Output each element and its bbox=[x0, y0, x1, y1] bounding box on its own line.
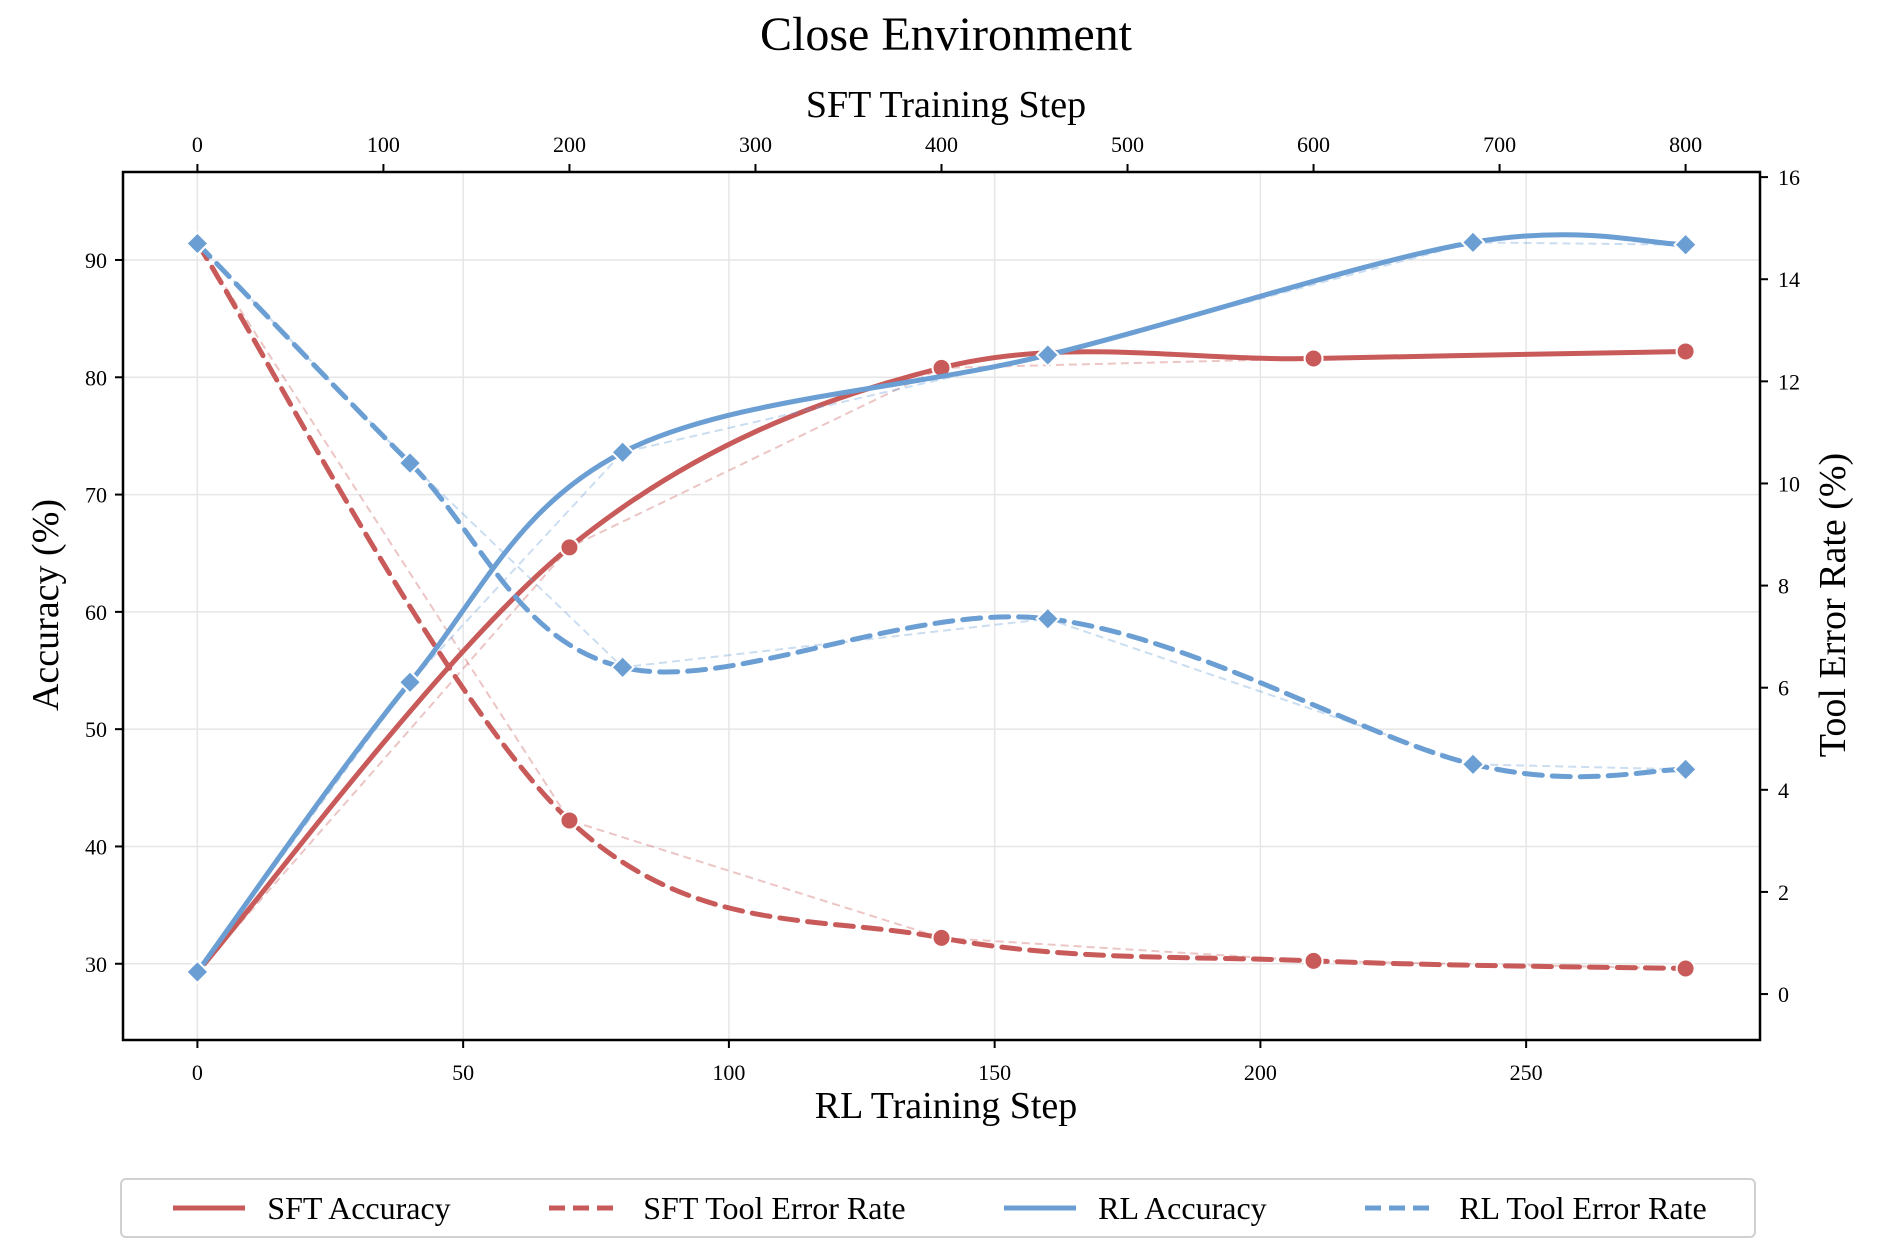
y-axis-right-label: Tool Error Rate (%) bbox=[1812, 453, 1854, 757]
point-rl-tool-error-rate bbox=[1460, 751, 1486, 777]
x-tick-label: 100 bbox=[712, 1060, 745, 1085]
chart-title: Close Environment bbox=[760, 8, 1133, 61]
top-x-tick-label: 300 bbox=[739, 132, 772, 157]
y-tick-label: 80 bbox=[85, 365, 107, 390]
x-tick-label: 0 bbox=[192, 1060, 203, 1085]
top-x-tick-label: 600 bbox=[1297, 132, 1330, 157]
point-sft-accuracy bbox=[1303, 348, 1324, 369]
legend-swatch-sft-accuracy bbox=[173, 1205, 246, 1211]
x-tick-label: 150 bbox=[978, 1060, 1011, 1085]
y-tick-label: 30 bbox=[85, 952, 107, 977]
series-line-sft-tool-error-rate bbox=[194, 240, 1689, 972]
point-sft-tool-error-rate bbox=[1303, 950, 1324, 971]
top-x-tick-label: 100 bbox=[367, 132, 400, 157]
legend-label: SFT Tool Error Rate bbox=[643, 1189, 906, 1226]
top-x-tick-label: 500 bbox=[1111, 132, 1144, 157]
point-sft-accuracy bbox=[1675, 341, 1696, 362]
y-right-tick-label: 10 bbox=[1778, 471, 1800, 496]
legend-item-rl-accuracy: RL Accuracy bbox=[1000, 1190, 1267, 1227]
x-tick-label: 200 bbox=[1244, 1060, 1277, 1085]
y-tick-label: 70 bbox=[85, 483, 107, 508]
top-x-tick-label: 800 bbox=[1669, 132, 1702, 157]
legend-swatch-rl-tool-error bbox=[1365, 1205, 1438, 1211]
y-axis-label: Accuracy (%) bbox=[25, 499, 67, 711]
series-line-rl-accuracy bbox=[194, 232, 1689, 975]
top-x-tick-label: 400 bbox=[925, 132, 958, 157]
point-rl-tool-error-rate bbox=[184, 231, 210, 256]
series-line-sft-accuracy bbox=[194, 348, 1689, 975]
plot-frame bbox=[121, 170, 1762, 1042]
y-right-tick-label: 8 bbox=[1778, 574, 1789, 599]
top-x-axis-label: SFT Training Step bbox=[806, 84, 1086, 126]
y-right-tick-label: 2 bbox=[1778, 880, 1789, 905]
point-rl-accuracy bbox=[184, 959, 210, 985]
y-tick-label: 90 bbox=[85, 248, 107, 273]
legend-swatch-rl-accuracy bbox=[1004, 1205, 1077, 1211]
series-connector-rl-accuracy bbox=[196, 241, 1686, 973]
legend-item-rl-tool-error-rate: RL Tool Error Rate bbox=[1361, 1189, 1707, 1227]
point-rl-tool-error-rate bbox=[1035, 606, 1061, 632]
point-rl-accuracy bbox=[1460, 229, 1486, 255]
point-rl-tool-error-rate bbox=[610, 654, 636, 680]
point-rl-tool-error-rate bbox=[397, 450, 423, 476]
y-right-tick-label: 0 bbox=[1778, 982, 1789, 1007]
y-tick-label: 50 bbox=[85, 717, 107, 742]
top-x-tick-label: 0 bbox=[192, 132, 203, 157]
series-connector-sft-tool-error-rate bbox=[196, 242, 1686, 970]
legend-item-sft-tool-error-rate: SFT Tool Error Rate bbox=[545, 1189, 906, 1227]
legend: SFT Accuracy SFT Tool Error Rate RL Accu… bbox=[120, 1178, 1756, 1238]
x-tick-label: 50 bbox=[452, 1060, 474, 1085]
x-tick-label: 250 bbox=[1510, 1060, 1543, 1085]
series-connector-sft-accuracy bbox=[196, 350, 1686, 973]
legend-swatch-sft-tool-error bbox=[549, 1205, 622, 1211]
point-rl-accuracy bbox=[610, 439, 636, 465]
point-sft-tool-error-rate bbox=[1675, 958, 1696, 979]
point-rl-tool-error-rate bbox=[1673, 756, 1699, 782]
x-axis-label: RL Training Step bbox=[815, 1085, 1078, 1127]
point-rl-accuracy bbox=[397, 669, 423, 695]
y-right-tick-label: 4 bbox=[1778, 778, 1789, 803]
series-connector-rl-tool-error-rate bbox=[196, 242, 1686, 771]
top-x-tick-label: 700 bbox=[1483, 132, 1516, 157]
legend-label: SFT Accuracy bbox=[267, 1189, 451, 1226]
legend-label: RL Accuracy bbox=[1098, 1189, 1267, 1226]
point-sft-accuracy bbox=[559, 537, 580, 558]
y-right-tick-label: 16 bbox=[1778, 165, 1800, 190]
y-tick-label: 60 bbox=[85, 600, 107, 625]
legend-label: RL Tool Error Rate bbox=[1459, 1189, 1707, 1226]
y-tick-label: 40 bbox=[85, 834, 107, 859]
point-sft-tool-error-rate bbox=[559, 810, 580, 831]
y-right-tick-label: 6 bbox=[1778, 676, 1789, 701]
point-sft-tool-error-rate bbox=[931, 927, 952, 948]
point-rl-accuracy bbox=[1673, 232, 1699, 258]
point-rl-accuracy bbox=[1035, 342, 1061, 368]
y-right-tick-label: 14 bbox=[1778, 267, 1800, 292]
legend-item-sft-accuracy: SFT Accuracy bbox=[169, 1189, 451, 1227]
y-right-tick-label: 12 bbox=[1778, 369, 1800, 394]
top-x-tick-label: 200 bbox=[553, 132, 586, 157]
